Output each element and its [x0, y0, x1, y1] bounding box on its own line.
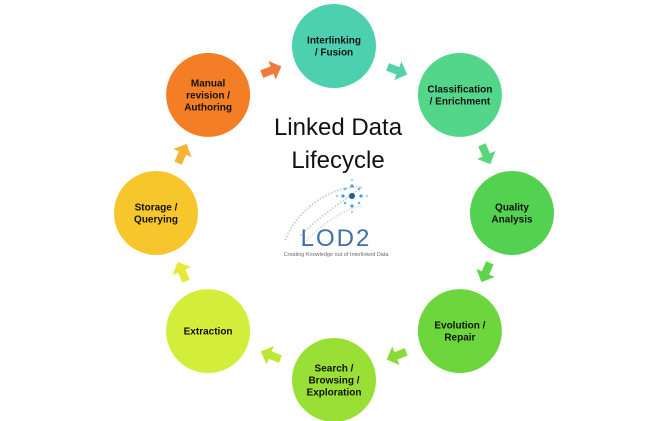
arrow-4-icon	[386, 346, 408, 366]
stage-node: Extraction	[166, 289, 251, 374]
stage-circle	[292, 4, 376, 88]
lod2-tagline: Creating Knowledge out of Interlinked Da…	[284, 252, 390, 258]
arrow-shape	[172, 261, 191, 283]
stage-label-line: Browsing /	[308, 376, 359, 387]
arrow-shape	[260, 60, 282, 80]
stage-label-line: Exploration	[306, 388, 361, 399]
stage-node: Evolution /Repair	[417, 289, 502, 374]
stage-circle	[166, 52, 251, 137]
stage-circle	[417, 52, 502, 137]
stage-node: Storage /Querying	[114, 171, 198, 255]
stage-label-line: Search /	[315, 364, 354, 375]
stage-label-line: Authoring	[184, 102, 232, 113]
stage-label-line: Quality	[495, 203, 529, 214]
arrow-shape	[173, 143, 192, 165]
arrows-layer	[172, 60, 496, 366]
arrow-8-icon	[260, 60, 282, 80]
arrow-1-icon	[386, 61, 408, 81]
stage-circle	[114, 171, 198, 255]
stage-circle	[470, 171, 554, 255]
stage-label-line: Analysis	[491, 215, 533, 226]
center-title: Linked Data Lifecycle	[274, 114, 403, 174]
stage-label-line: Interlinking	[307, 36, 361, 47]
arrow-shape	[476, 261, 495, 283]
title-line-1: Linked Data	[274, 114, 403, 141]
arrow-6-icon	[172, 261, 191, 283]
stage-label-line: / Enrichment	[430, 96, 491, 107]
stage-label-line: Classification	[427, 84, 492, 95]
arrow-shape	[386, 61, 408, 81]
stage-label-line: Evolution /	[434, 321, 485, 332]
arrow-5-icon	[260, 345, 282, 365]
lod2-logo-text: LOD2	[301, 225, 372, 252]
stage-label-line: Querying	[134, 215, 178, 226]
stage-label-line: Manual	[191, 78, 226, 89]
lod2-logo-mark-icon	[284, 179, 368, 246]
stage-node: Interlinking/ Fusion	[292, 4, 376, 88]
stages-layer: Interlinking/ Fusion Classification/ Enri…	[114, 4, 554, 421]
arrow-2-icon	[477, 143, 496, 165]
stage-label-line: revision /	[186, 90, 230, 101]
stage-circle	[417, 289, 502, 374]
arrow-shape	[477, 143, 496, 165]
stage-node: Search /Browsing /Exploration	[292, 338, 376, 421]
arrow-7-icon	[173, 143, 192, 165]
stage-label-line: Repair	[444, 333, 475, 344]
lod2-logo: LOD2 Creating Knowledge out of Interlink…	[284, 179, 390, 258]
stage-label-line: / Fusion	[315, 48, 353, 59]
stage-label-line: Extraction	[184, 327, 233, 338]
stage-node: Classification/ Enrichment	[417, 52, 502, 137]
stage-circle	[166, 289, 251, 374]
stage-label-line: Storage /	[135, 203, 178, 214]
arrow-shape	[386, 346, 408, 366]
arrow-3-icon	[476, 261, 495, 283]
arrow-shape	[260, 345, 282, 365]
title-line-2: Lifecycle	[291, 147, 384, 174]
stage-circle	[292, 338, 376, 421]
